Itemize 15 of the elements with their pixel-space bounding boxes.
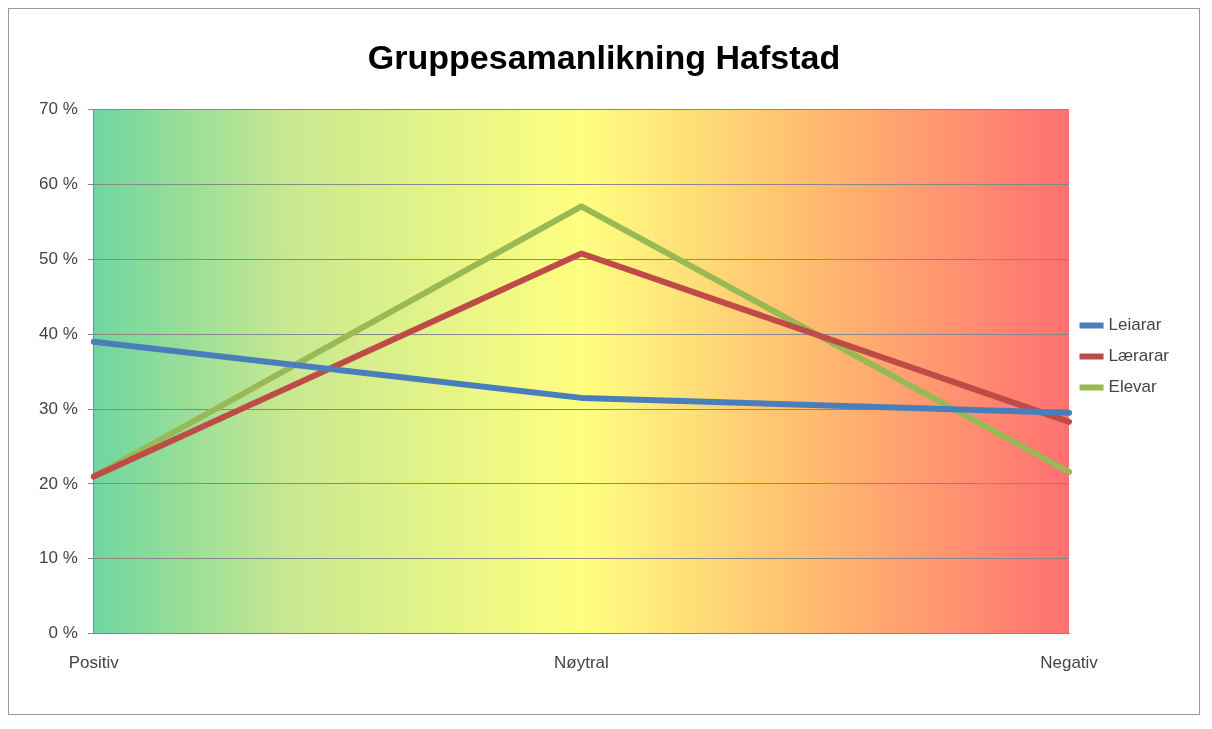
y-tick-label: 20 % [39, 473, 78, 493]
y-tick-label: 50 % [39, 249, 78, 269]
x-tick-label: Negativ [1040, 653, 1099, 673]
y-tick-label: 10 % [39, 548, 78, 568]
y-tick-label: 60 % [39, 174, 78, 194]
y-tick-label: 40 % [39, 323, 78, 343]
y-tick-label: 30 % [39, 398, 78, 418]
y-tick-label: 70 % [39, 99, 78, 119]
chart-title: Gruppesamanlikning Hafstad [367, 37, 841, 76]
legend-label: Elevar [1108, 377, 1158, 397]
legend-label: Leiarar [1108, 315, 1162, 335]
y-tick-label: 0 % [48, 623, 78, 643]
legend-label: Lærarar [1108, 346, 1170, 366]
x-tick-label: Positiv [68, 653, 120, 673]
x-tick-label: Nøytral [554, 653, 609, 673]
